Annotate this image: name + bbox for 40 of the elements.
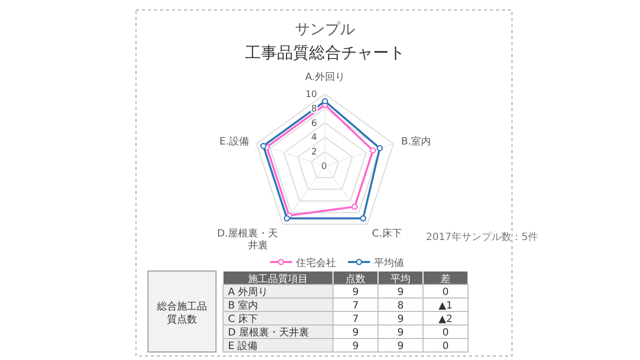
text: C 床下 xyxy=(228,313,258,325)
text: 9 xyxy=(352,328,359,338)
legend-label: 平均値 xyxy=(374,257,404,269)
text: 8 xyxy=(397,300,404,312)
text: 2017年サンプル数：5件 xyxy=(426,231,538,243)
text: 点数 xyxy=(346,273,366,285)
text: 0 xyxy=(442,287,449,298)
text: ▲1 xyxy=(438,300,453,312)
spoke-label: B.室内 xyxy=(401,136,432,148)
text: E 設備 xyxy=(228,340,258,352)
text: 9 xyxy=(397,328,404,338)
text: 9 xyxy=(397,287,404,298)
y-tick-label: 8 xyxy=(311,104,318,114)
text: 9 xyxy=(352,341,359,352)
chart-subtitle: 工事品質総合チャート xyxy=(245,43,405,62)
spoke-label: A.外回り xyxy=(305,72,345,83)
spoke-label: C.床下 xyxy=(372,227,402,240)
text: 平均 xyxy=(390,273,410,285)
y-tick-label: 2 xyxy=(311,148,317,158)
text: 9 xyxy=(397,341,404,352)
text: 7 xyxy=(352,300,359,312)
text: B 室内 xyxy=(228,300,258,312)
text: D 屋根裏・天井裏 xyxy=(228,326,309,338)
text: 総合施工品質点数 xyxy=(156,300,207,326)
spoke-label: D.屋根裏・天井裏 xyxy=(217,227,278,252)
text: 9 xyxy=(352,287,359,298)
y-tick-label: 4 xyxy=(311,133,318,144)
text: ▲2 xyxy=(438,314,453,325)
text: 0 xyxy=(442,328,449,338)
y-tick-label: 10 xyxy=(306,90,318,100)
text: 施工品質項目 xyxy=(248,273,308,285)
spoke-label: E.設備 xyxy=(219,136,249,148)
text: 7 xyxy=(352,314,359,325)
text: A 外周り xyxy=(228,287,268,298)
legend-label: 住宅会社 xyxy=(296,257,336,269)
text: 差 xyxy=(440,273,450,285)
text: 9 xyxy=(397,314,404,325)
text: 0 xyxy=(442,341,449,352)
y-tick-label: 6 xyxy=(311,118,318,129)
chart-title: サンプル xyxy=(295,20,355,38)
